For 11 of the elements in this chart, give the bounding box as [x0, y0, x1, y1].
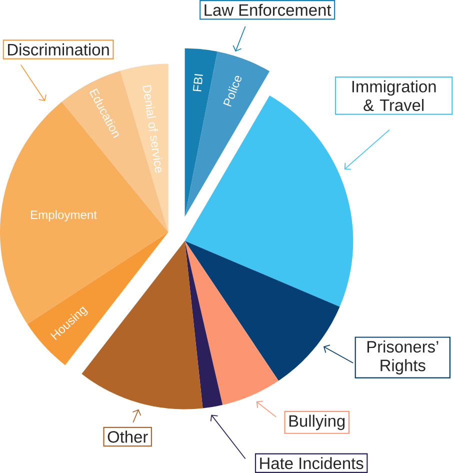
slice-label: Police	[223, 76, 242, 107]
slice-label: Denial of service	[142, 85, 162, 173]
text: Law Enforcement	[204, 4, 332, 16]
slice-label: Employment	[31, 210, 98, 222]
slice-label: Bullying	[290, 414, 345, 430]
slice-label: Immigration & Travel	[352, 80, 436, 112]
slice-label: Other	[108, 430, 148, 443]
slice-label: Hate Incidents	[260, 457, 364, 470]
text: Discrimination	[8, 43, 109, 56]
legend-label: Prisoners’ Rights	[368, 340, 438, 374]
slice-label: FBI	[193, 74, 204, 92]
